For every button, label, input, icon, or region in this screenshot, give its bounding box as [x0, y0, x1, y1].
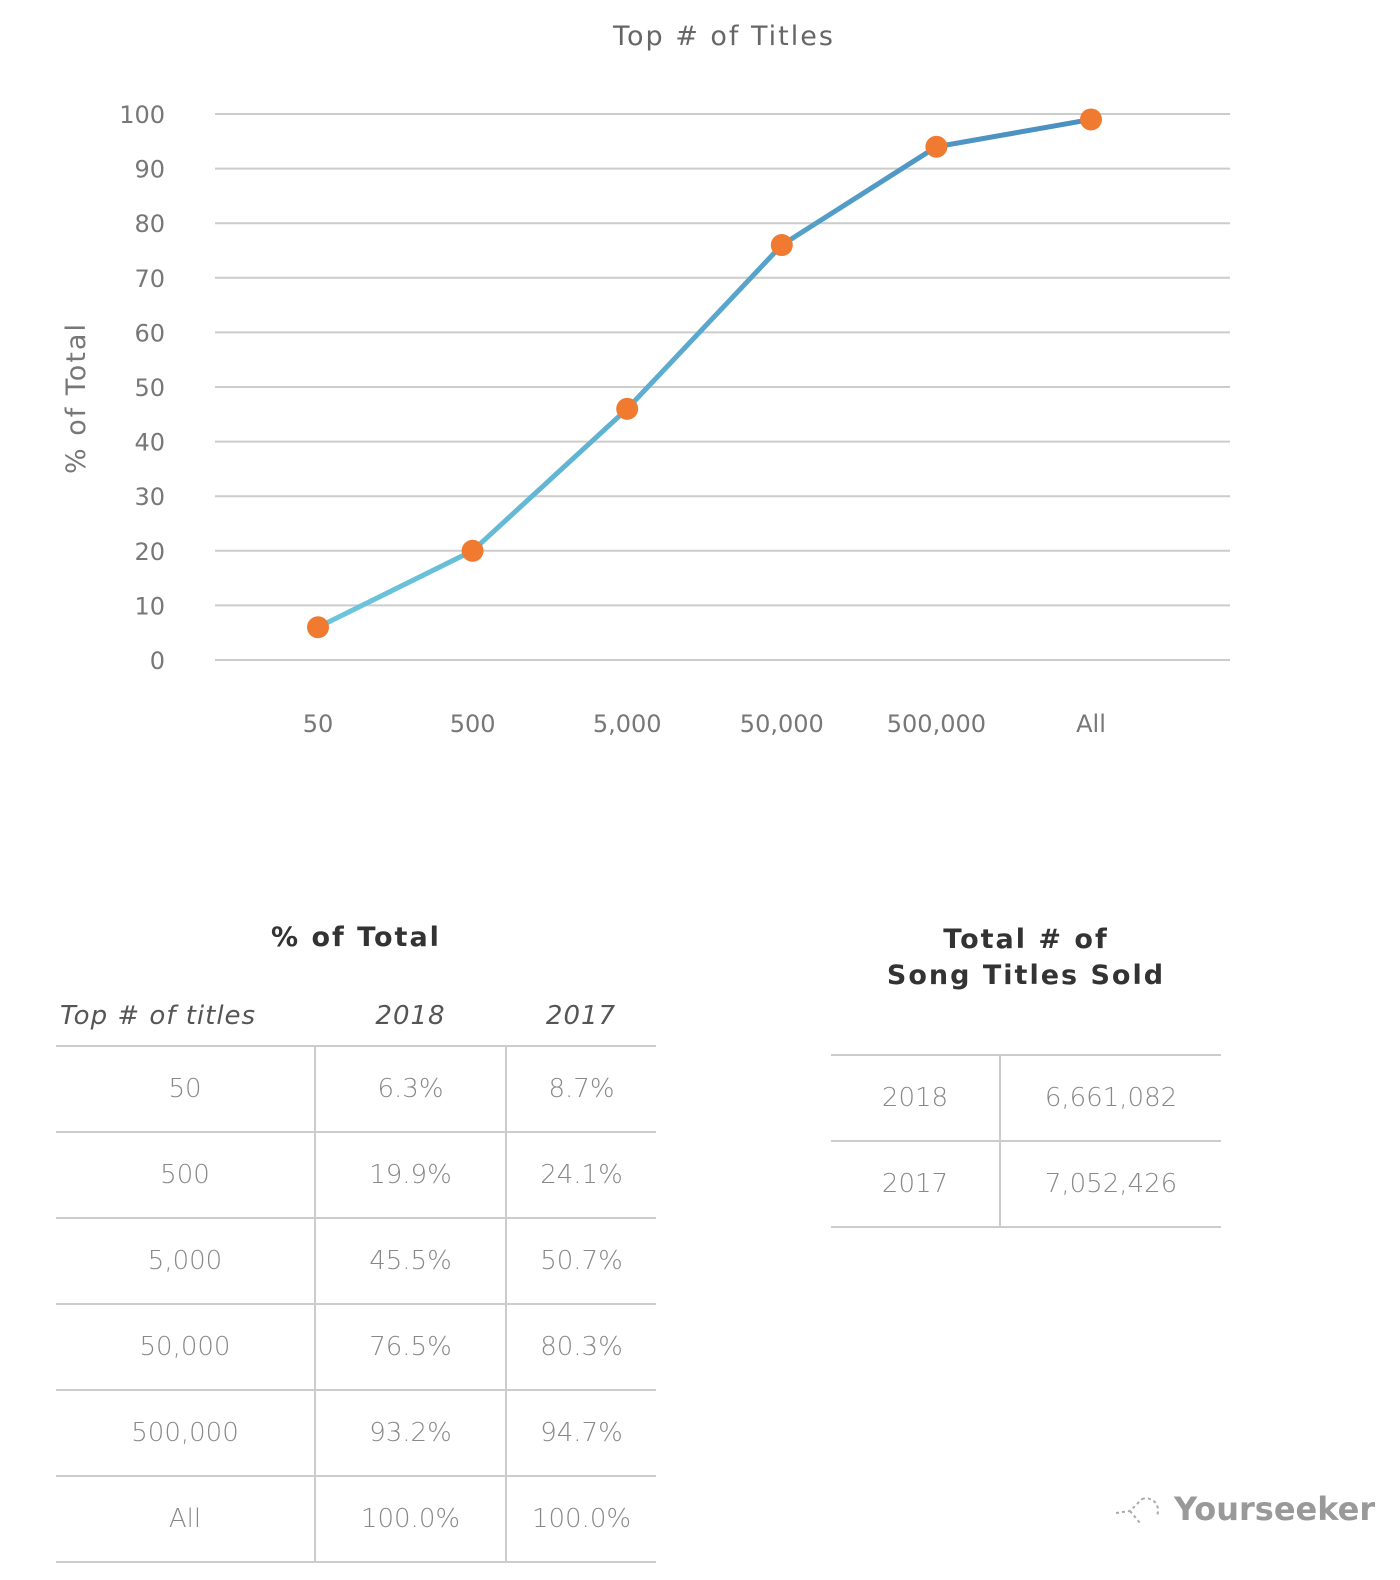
pct-table: Top # of titles 2018 2017 50 6.3% 8.7% 500 1… [56, 1000, 656, 1563]
table-cell: 50.7% [505, 1218, 656, 1305]
column-header: Top # of titles [60, 1001, 257, 1031]
table-cell: 500,000 [56, 1390, 315, 1477]
x-tick-label: 500,000 [887, 710, 986, 738]
x-tick-label: 50 [303, 710, 334, 738]
table-row: All 100.0% 100.0% [56, 1476, 656, 1563]
table-cell: 80.3% [505, 1304, 656, 1391]
data-point [616, 397, 639, 420]
table-cell: 94.7% [505, 1390, 656, 1477]
series-line [316, 116, 1092, 630]
table-cell: 500 [56, 1132, 315, 1219]
table-cell: 19.9% [314, 1132, 506, 1219]
network-icon [1115, 1497, 1159, 1524]
y-tick-label: 80 [134, 210, 165, 238]
table-row: 5,000 45.5% 50.7% [56, 1218, 656, 1305]
column-header: 2018 [375, 1001, 446, 1031]
data-point [770, 234, 793, 257]
table-row: 2018 6,661,082 [831, 1054, 1221, 1142]
pct-table-title: % of Total [271, 922, 441, 953]
watermark: Yourseeker [1112, 1490, 1375, 1528]
total-table: 2018 6,661,082 2017 7,052,426 [831, 1054, 1221, 1228]
y-tick-label: 40 [134, 429, 165, 457]
table-cell: 50,000 [56, 1304, 315, 1391]
y-tick-label: 10 [134, 592, 165, 620]
y-tick-label: 50 [134, 374, 165, 402]
table-cell: 5,000 [56, 1218, 315, 1305]
table-cell: 100.0% [314, 1476, 506, 1563]
table-cell: 100.0% [505, 1476, 656, 1563]
y-tick-label: 30 [134, 483, 165, 511]
table-row: 2017 7,052,426 [831, 1141, 1221, 1228]
table-row: 50,000 76.5% 80.3% [56, 1304, 656, 1391]
y-tick-label: 90 [134, 156, 165, 184]
table-cell: 6.3% [314, 1045, 506, 1133]
data-point [461, 539, 484, 562]
chart-title: Top # of Titles [612, 21, 835, 52]
table-cell: 93.2% [314, 1390, 506, 1477]
table-cell: 76.5% [314, 1304, 506, 1391]
line-chart: Top # of Titles % of Total 0 10 20 30 40 50 60… [61, 21, 1230, 738]
column-header: 2017 [545, 1001, 617, 1031]
table-cell: 7,052,426 [999, 1141, 1221, 1228]
y-tick-label: 60 [134, 319, 165, 347]
y-axis-label: % of Total [61, 322, 92, 474]
title-line: Song Titles Sold [886, 960, 1166, 991]
total-table-title: Total # of Song Titles Sold [831, 922, 1221, 994]
table-cell: 6,661,082 [999, 1054, 1221, 1142]
table-row: 500,000 93.2% 94.7% [56, 1390, 656, 1477]
data-point [307, 616, 329, 639]
title-line: Total # of [943, 924, 1109, 955]
table-cell: All [56, 1476, 315, 1563]
y-tick-label: 20 [134, 538, 165, 566]
table-cell: 2018 [831, 1054, 1000, 1142]
x-tick-label: All [1076, 710, 1106, 738]
watermark-text: Yourseeker [1174, 1490, 1376, 1528]
y-tick-label: 100 [119, 101, 165, 129]
table-cell: 50 [56, 1045, 315, 1133]
table-cell: 24.1% [505, 1132, 656, 1219]
x-tick-label: 500 [450, 710, 496, 738]
table-row: 50 6.3% 8.7% [56, 1045, 656, 1133]
x-tick-label: 50,000 [740, 710, 824, 738]
data-point [925, 135, 948, 158]
y-tick-label: 0 [150, 647, 165, 675]
table-cell: 45.5% [314, 1218, 506, 1305]
y-tick-label: 70 [134, 265, 165, 293]
data-point [1080, 108, 1102, 131]
table-cell: 2017 [831, 1141, 1000, 1228]
table-row: 500 19.9% 24.1% [56, 1132, 656, 1219]
x-tick-label: 5,000 [593, 710, 662, 738]
table-cell: 8.7% [505, 1045, 656, 1133]
